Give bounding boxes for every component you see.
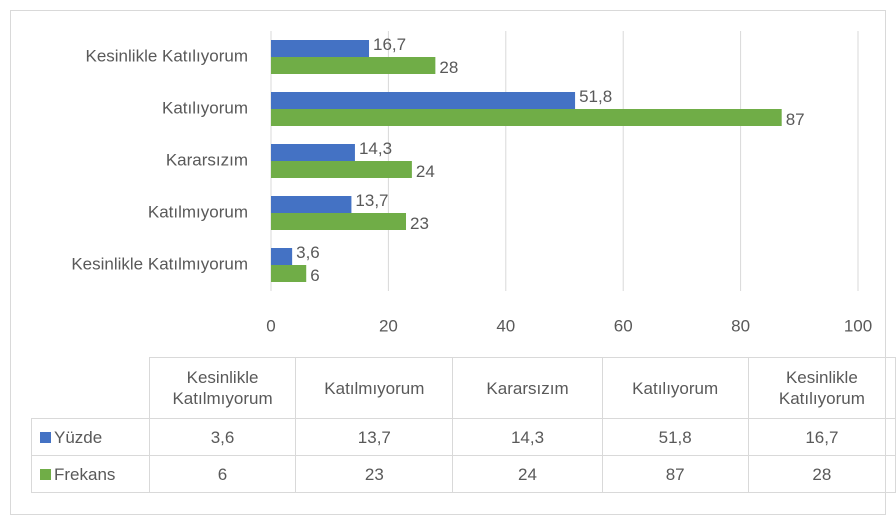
x-tick-label: 60 <box>614 316 633 335</box>
data-label: 87 <box>786 110 805 129</box>
table-cell: 23 <box>295 455 454 493</box>
bar <box>271 161 412 178</box>
table-corner <box>32 358 150 419</box>
table-row: Yüzde 3,6 13,7 14,3 51,8 16,7 <box>31 418 896 456</box>
table-header: Kesinlikle Katılıyorum <box>747 357 896 419</box>
legend-label: Yüzde <box>54 427 103 447</box>
data-label: 24 <box>416 162 435 181</box>
x-tick-label: 20 <box>379 316 398 335</box>
table-cell: 87 <box>601 455 749 493</box>
data-label: 6 <box>310 266 319 285</box>
bar <box>271 109 782 126</box>
table-header: Kesinlikle Katılmıyorum <box>148 357 297 419</box>
legend-label: Frekans <box>54 464 116 484</box>
bar <box>271 248 293 265</box>
table-row: Frekans 6 23 24 87 28 <box>31 455 896 493</box>
table-header: Kararsızım <box>452 357 603 419</box>
data-label: 51,8 <box>579 87 612 106</box>
table-cell: 24 <box>452 455 603 493</box>
data-label: 13,7 <box>355 191 388 210</box>
bar <box>271 213 407 230</box>
x-tick-label: 80 <box>731 316 750 335</box>
table-cell: 6 <box>148 455 297 493</box>
bar <box>271 40 370 57</box>
y-tick-label: Katılmıyorum <box>148 202 248 221</box>
x-tick-label: 0 <box>266 316 275 335</box>
table-header: Katılıyorum <box>601 357 749 419</box>
table-cell: 28 <box>747 455 896 493</box>
bar <box>271 57 436 74</box>
data-label: 28 <box>439 58 458 77</box>
data-label: 14,3 <box>359 139 392 158</box>
table-header: Katılmıyorum <box>295 357 454 419</box>
x-tick-label: 40 <box>496 316 515 335</box>
data-label: 23 <box>410 214 429 233</box>
y-tick-label: Kesinlikle Katılmıyorum <box>71 254 248 273</box>
data-label: 16,7 <box>373 35 406 54</box>
legend-key <box>40 468 51 480</box>
y-tick-label: Kesinlikle Katılıyorum <box>85 46 248 65</box>
data-table: Kesinlikle Katılmıyorum Katılmıyorum Karar… <box>31 357 896 493</box>
bar <box>271 92 576 109</box>
table-header-row: Kesinlikle Katılmıyorum Katılmıyorum Karar… <box>32 357 896 419</box>
legend-key <box>40 431 51 443</box>
table-cell: 14,3 <box>452 418 603 456</box>
chart-border <box>10 10 886 515</box>
table-cell: 3,6 <box>148 418 297 456</box>
bar <box>271 196 352 213</box>
y-tick-label: Katılıyorum <box>162 98 248 117</box>
y-tick-label: Kararsızım <box>166 150 248 169</box>
bar <box>271 144 355 161</box>
table-cell: 51,8 <box>601 418 749 456</box>
table-cell: 13,7 <box>295 418 454 456</box>
table-cell: 16,7 <box>747 418 896 456</box>
data-label: 3,6 <box>296 243 320 262</box>
x-tick-label: 100 <box>844 316 872 335</box>
table-series-name: Frekans <box>31 455 150 493</box>
table-series-name: Yüzde <box>31 418 150 456</box>
bar <box>271 265 307 282</box>
